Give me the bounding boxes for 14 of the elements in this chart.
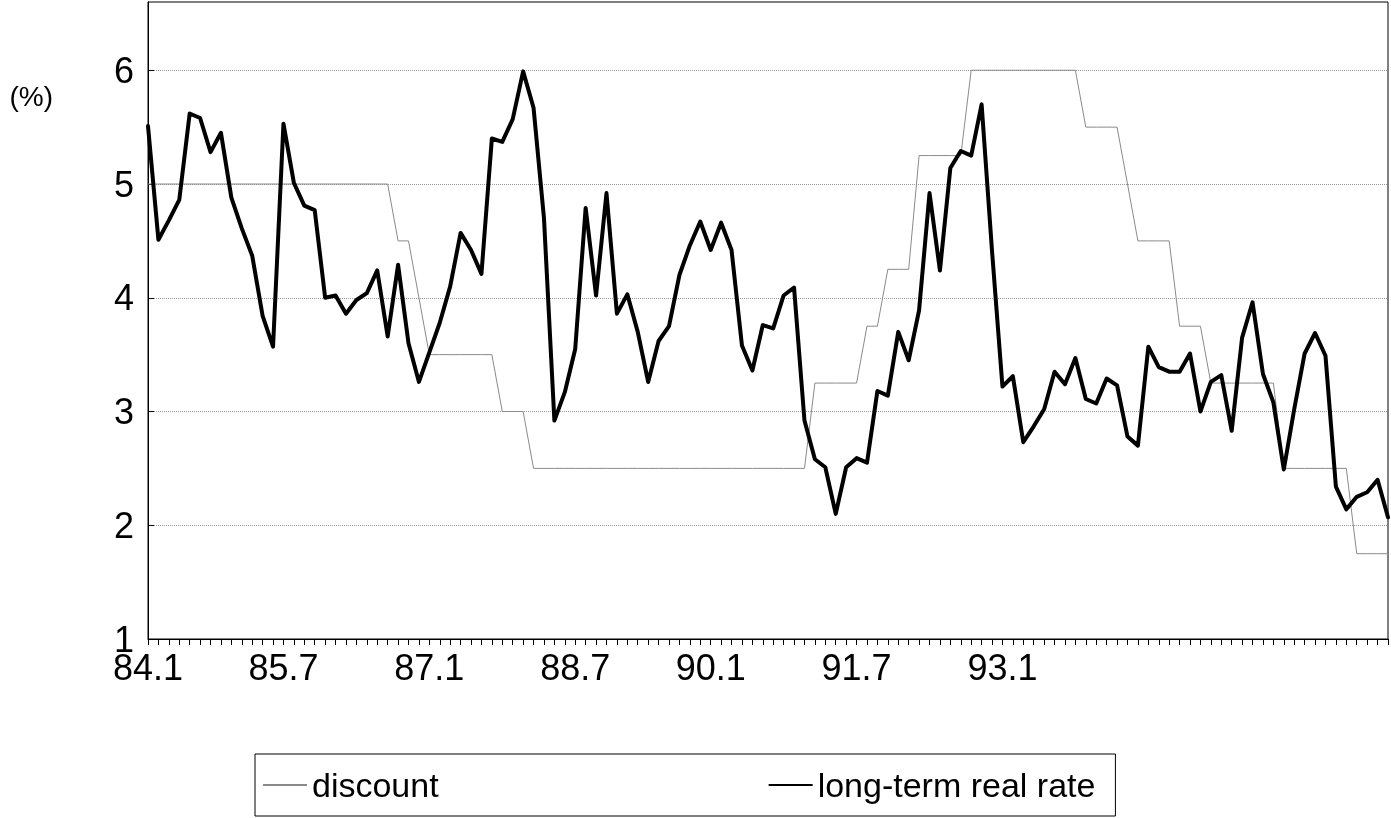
y-tick-label: 5 (113, 163, 134, 205)
legend-label: long-term real rate (817, 766, 1096, 804)
x-tick-label: 90.1 (675, 646, 746, 688)
x-tick-label: 87.1 (394, 646, 465, 688)
x-tick-label: 88.7 (540, 646, 611, 688)
y-tick-label: 4 (113, 277, 134, 319)
y-tick-label: 6 (113, 49, 134, 91)
legend-label: discount (312, 766, 440, 804)
y-axis-title: (%) (9, 80, 53, 112)
x-tick-label: 93.1 (967, 646, 1038, 688)
x-tick-label: 85.7 (248, 646, 319, 688)
y-tick-label: 3 (113, 391, 134, 432)
y-tick-label: 2 (113, 504, 134, 546)
x-tick-label: 91.7 (821, 646, 892, 688)
